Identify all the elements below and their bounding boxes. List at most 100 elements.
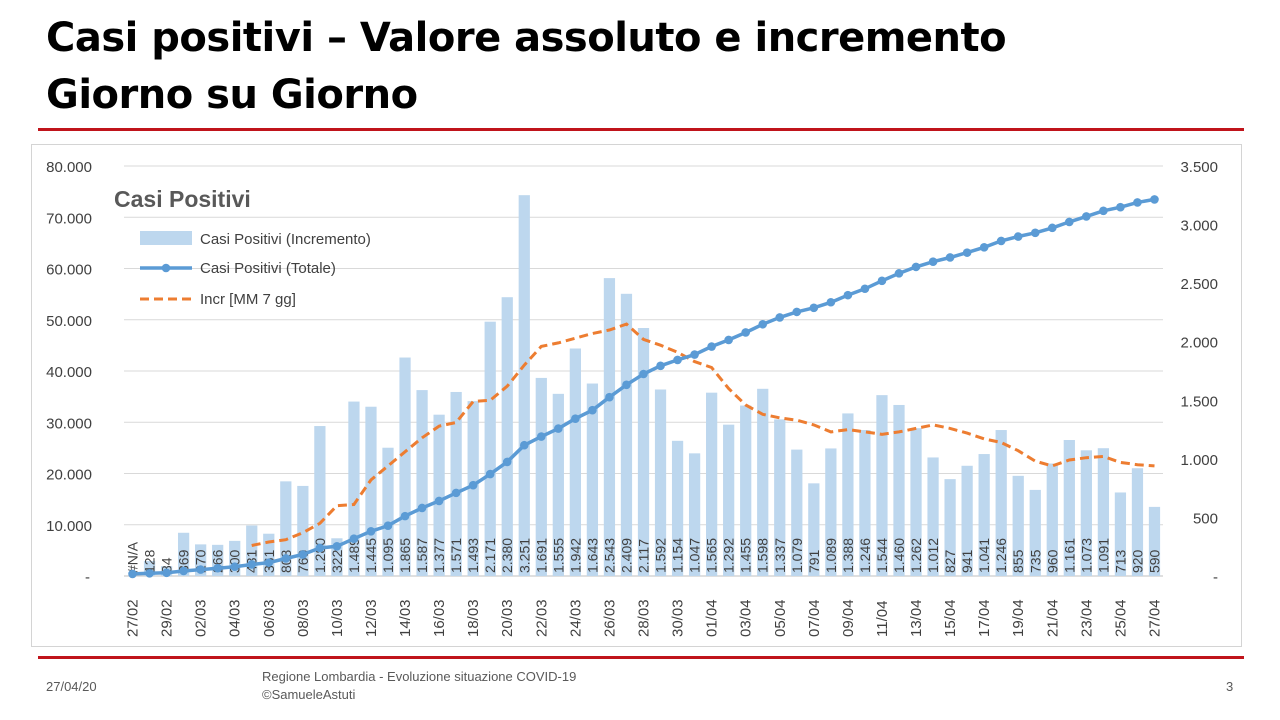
x-tick-label: 10/03 [329,599,346,637]
bar-data-label: 1.089 [823,538,839,573]
bar-data-label: 1.095 [380,538,396,573]
x-tick-label: 30/03 [670,599,687,637]
total-cases-point [809,303,819,313]
bar-data-label: 2.117 [636,539,652,573]
bar [348,401,360,576]
y-left-tick-label: 20.000 [46,467,92,484]
x-tick-label: 15/04 [942,599,959,637]
x-tick-label: 08/03 [295,599,312,637]
total-cases-point [928,257,938,267]
total-cases-point [332,542,342,551]
bar-data-label: 1.079 [789,538,805,573]
bottom-divider [38,656,1244,659]
slide-title-line1: Casi positivi – Valore assoluto e increm… [46,15,1007,61]
bar-data-label: 1.571 [448,538,464,573]
x-tick-label: 04/03 [227,599,244,637]
total-cases-point [945,253,955,262]
bar-data-label: 1.544 [874,538,890,573]
bar [246,525,258,576]
bar-data-label: 1.865 [397,538,413,573]
total-cases-point [145,568,154,578]
x-tick-label: 19/04 [1010,599,1027,637]
bar [382,447,394,576]
x-tick-label: 20/03 [499,599,516,637]
bar [995,430,1007,576]
total-cases-point [298,550,308,559]
x-tick-label: 22/03 [533,599,550,637]
y-right-tick-label: 2.000 [1180,335,1218,352]
bar [825,448,837,576]
bar-data-label: 1.489 [346,538,362,573]
bar [177,532,190,576]
bar [365,406,377,576]
bar-data-label: 735 [1027,549,1043,573]
bar-data-label: 2.380 [499,538,515,573]
bar [399,357,411,576]
x-tick-label: 28/03 [636,599,653,637]
moving-average-line [251,322,1155,547]
total-cases-point [451,488,461,498]
bar-data-label: 827 [942,549,958,573]
x-tick-label: 01/04 [704,599,721,637]
bar [331,538,343,576]
bar [1029,489,1041,576]
bar-data-label: 1.388 [840,538,856,573]
bar [944,479,956,576]
bar [1080,450,1092,576]
y-left-tick-label: 40.000 [46,364,92,381]
bar-data-label: 1.246 [993,538,1009,573]
bar [1012,475,1024,576]
bar [688,453,701,576]
x-tick-label: 26/03 [601,599,618,637]
bar [842,413,854,576]
total-cases-point [588,405,597,415]
chart-title: Casi Positivi [114,186,251,212]
total-cases-point [434,496,444,506]
bar [893,404,905,576]
bar-data-label: 1.262 [908,538,924,573]
x-tick-label: 23/04 [1078,599,1095,637]
x-tick-label: 14/03 [397,599,414,637]
bar-data-label: 1.942 [567,538,583,573]
bar-data-label: 1.691 [533,538,549,573]
total-cases-point [826,297,836,307]
bar-data-label: 369 [176,549,192,573]
bar [586,383,599,576]
total-cases-point [485,469,495,479]
total-cases-point [179,566,188,576]
bar [143,561,156,576]
bar-data-label: 1.555 [550,538,566,573]
y-right-tick-label: 3.000 [1180,218,1218,235]
bar [859,430,871,576]
total-cases-point [264,558,274,567]
bar [1063,439,1075,576]
total-cases-point [605,392,614,402]
bar [552,393,564,576]
bar [910,428,922,576]
y-left-tick-label: - [85,569,90,586]
footer-source-line1: Regione Lombardia - Evoluzione situazion… [262,669,577,684]
total-cases-point [1116,202,1125,212]
y-right-tick-label: - [1213,569,1218,586]
total-cases-point [502,457,512,467]
bar-data-label: 2.409 [618,538,634,573]
footer-date: 27/04/20 [46,679,97,694]
bar-data-label: 1.565 [704,538,720,573]
total-cases-point [673,355,682,365]
footer-source-line2: ©SamueleAstuti [262,687,356,702]
bar [263,533,275,576]
bar [654,389,667,576]
top-divider [38,128,1244,131]
bar-data-label: 1.047 [687,538,703,573]
total-cases-point [349,534,359,543]
bar-data-label: 1.073 [1078,538,1094,573]
total-cases-point [383,521,393,530]
x-tick-label: 27/04 [1146,599,1163,637]
y-left-tick-label: 10.000 [46,518,92,535]
total-cases-point [911,262,921,272]
total-cases-point [724,335,733,345]
x-tick-label: 29/02 [159,599,176,637]
y-right-tick-label: 3.500 [1180,159,1218,176]
footer-source: Regione Lombardia - Evoluzione situazion… [262,668,576,704]
x-tick-label: 03/04 [738,599,755,637]
